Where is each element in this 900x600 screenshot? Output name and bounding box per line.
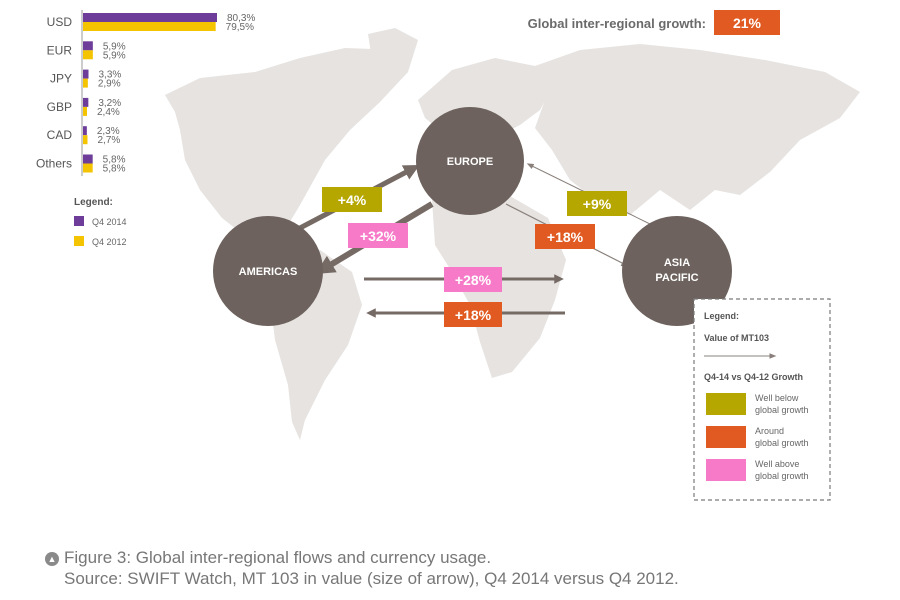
value-label-jpy-q4-2014: 3,3% <box>99 70 122 81</box>
map-legend: Legend: Value of MT103 Q4-14 vs Q4-12 Gr… <box>693 298 831 501</box>
value-label-usd-q4-2014: 80,3% <box>227 13 255 24</box>
bar-gbp-q4-2014 <box>83 97 89 107</box>
value-label-jpy-q4-2012: 2,9% <box>98 79 121 90</box>
legend-label-q4-2014: Q4 2014 <box>92 217 127 227</box>
value-label-eur-q4-2014: 5,9% <box>103 41 126 52</box>
growth-labels: +4% +32% +9% +18% +28% +18% <box>322 187 627 327</box>
value-label-usd-q4-2012: 79,5% <box>226 22 254 33</box>
currency-bar-chart: USD 80,3%79,5% EUR 5,9%5,9% JPY 3,3%2,9% GBP 3,… <box>36 10 255 247</box>
region-label-pacific: PACIFIC <box>655 272 698 284</box>
bar-eur-q4-2014 <box>83 41 93 51</box>
legend-label-q4-2012: Q4 2012 <box>92 237 127 247</box>
global-growth-value: 21% <box>733 15 762 31</box>
bar-cad-q4-2014 <box>83 126 87 136</box>
figure-caption: ▲ Figure 3: Global inter-regional flows a… <box>45 547 679 589</box>
caption-line-2: Source: SWIFT Watch, MT 103 in value (si… <box>64 569 679 588</box>
legend-well-above-line2: global growth <box>755 471 809 481</box>
north-america-shape <box>165 48 408 245</box>
legend-swatch-around <box>706 426 746 448</box>
legend-swatch-q4-2012 <box>74 236 84 246</box>
asia-shape <box>535 44 860 215</box>
legend-swatch-well-below <box>706 393 746 415</box>
region-label-asia: ASIA <box>664 257 690 269</box>
flow-value-americas-to-asia: +28% <box>455 272 492 288</box>
region-circle-europe <box>416 107 524 215</box>
flow-value-asia-to-europe: +9% <box>583 196 612 212</box>
bar-usd-q4-2014 <box>83 13 217 22</box>
value-label-gbp-q4-2014: 3,2% <box>98 98 121 109</box>
bar-jpy-q4-2012 <box>83 78 88 88</box>
region-label-americas: AMERICAS <box>239 266 298 278</box>
caption-line-1: Figure 3: Global inter-regional flows an… <box>64 548 492 567</box>
flow-badge-americas-to-asia <box>444 267 502 292</box>
value-label-gbp-q4-2012: 2,4% <box>97 107 120 118</box>
legend-well-below-line2: global growth <box>755 405 809 415</box>
region-label-europe: EUROPE <box>447 156 493 168</box>
flow-value-asia-to-americas: +18% <box>455 307 492 323</box>
value-label-eur-q4-2012: 5,9% <box>103 50 126 61</box>
bar-usd-q4-2012 <box>83 22 216 31</box>
map-legend-value-label: Value of MT103 <box>704 333 769 343</box>
map-legend-growth-title: Q4-14 vs Q4-12 Growth <box>704 372 803 382</box>
value-label-cad-q4-2014: 2,3% <box>97 126 120 137</box>
flow-value-americas-to-europe: +4% <box>338 192 367 208</box>
legend-around-line1: Around <box>755 426 784 436</box>
category-label-gbp: GBP <box>47 100 72 114</box>
currency-bars: USD 80,3%79,5% EUR 5,9%5,9% JPY 3,3%2,9% GBP 3,… <box>36 13 255 175</box>
flow-badge-europe-to-americas <box>348 223 408 248</box>
legend-around-line2: global growth <box>755 438 809 448</box>
bar-legend-title: Legend: <box>74 197 113 208</box>
flow-badge-europe-to-asia <box>535 224 595 249</box>
flow-value-europe-to-americas: +32% <box>360 228 397 244</box>
bar-jpy-q4-2014 <box>83 69 89 79</box>
region-circle-americas <box>213 216 323 326</box>
bar-eur-q4-2012 <box>83 50 93 60</box>
map-legend-title: Legend: <box>704 311 739 321</box>
bar-gbp-q4-2012 <box>83 106 88 116</box>
category-label-jpy: JPY <box>50 72 72 86</box>
greenland-shape <box>368 28 418 78</box>
bar-others-q4-2012 <box>83 163 93 173</box>
legend-well-above-line1: Well above <box>755 459 799 469</box>
flow-badge-americas-to-europe <box>322 187 382 212</box>
legend-swatch-q4-2014 <box>74 216 84 226</box>
category-label-cad: CAD <box>47 128 73 142</box>
flow-badge-asia-to-americas <box>444 302 502 327</box>
value-label-others-q4-2014: 5,8% <box>103 155 126 166</box>
flow-value-europe-to-asia: +18% <box>547 229 584 245</box>
flow-map-figure: USD 80,3%79,5% EUR 5,9%5,9% JPY 3,3%2,9% GBP 3,… <box>36 10 860 501</box>
value-label-cad-q4-2012: 2,7% <box>98 135 121 146</box>
bar-cad-q4-2012 <box>83 135 88 145</box>
category-label-eur: EUR <box>47 43 73 57</box>
flow-badge-asia-to-europe <box>567 191 627 216</box>
legend-swatch-well-above <box>706 459 746 481</box>
caption-bullet-icon: ▲ <box>45 552 59 566</box>
global-growth-badge <box>714 10 780 35</box>
legend-well-below-line1: Well below <box>755 393 799 403</box>
category-label-others: Others <box>36 157 72 171</box>
value-label-others-q4-2012: 5,8% <box>103 164 126 175</box>
global-growth-label: Global inter-regional growth: <box>528 16 706 31</box>
category-label-usd: USD <box>47 15 73 29</box>
bar-others-q4-2014 <box>83 154 93 164</box>
